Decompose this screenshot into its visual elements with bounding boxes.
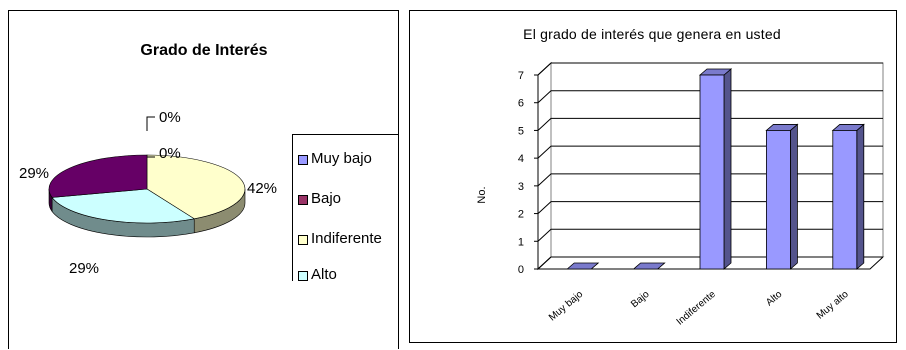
pie-slice-alto [51, 188, 196, 224]
pie-slice-muy-alto [48, 154, 148, 198]
pie-legend: Muy bajo Bajo Indiferente Alto [292, 134, 398, 282]
x-tick-label: Alto [764, 289, 785, 309]
chart-side-wall [537, 61, 552, 271]
x-tick-label: Muy alto [815, 289, 851, 322]
legend-swatch [298, 155, 308, 165]
bar-side [723, 68, 732, 270]
y-tick-label: 3 [518, 181, 524, 193]
y-tick-label: 1 [518, 236, 524, 248]
bar-alto [765, 130, 791, 270]
y-axis-label: No. [476, 186, 488, 203]
pie-chart-title: Grado de Interés [140, 42, 267, 59]
x-tick-label: Muy bajo [547, 289, 585, 324]
bar-side [790, 123, 798, 270]
pie-data-label: 29% [69, 260, 99, 277]
gridline [537, 62, 883, 76]
pie-leader-line [146, 116, 155, 131]
legend-item-muy-bajo: Muy bajo [298, 151, 393, 166]
y-tick-label: 6 [518, 98, 524, 110]
pie-data-label: 42% [247, 180, 277, 197]
legend-label: Muy bajo [311, 150, 372, 167]
bar-top [566, 262, 600, 270]
bar-side [856, 123, 865, 270]
bar-muy-alto [832, 130, 858, 270]
bar-chart-panel: El grado de interés que genera en usted … [409, 10, 897, 343]
y-tick-label: 4 [518, 153, 524, 165]
y-tick-label: 2 [518, 209, 524, 221]
legend-item-alto: Alto [298, 267, 393, 282]
x-tick-label: Indiferente [675, 289, 719, 328]
gridline [537, 90, 883, 104]
legend-swatch [298, 235, 308, 245]
y-tick-label: 7 [518, 70, 524, 82]
bar-top [632, 262, 666, 270]
gridline [537, 117, 883, 131]
y-tick-label: 0 [518, 264, 524, 276]
legend-swatch [298, 195, 308, 205]
pie-data-label: 29% [19, 165, 49, 182]
pie-data-label: 0% [159, 109, 181, 126]
bar-indiferente [699, 74, 725, 270]
pie-slice-indiferente [146, 154, 246, 220]
legend-label: Indiferente [311, 230, 382, 247]
legend-label: Alto [311, 266, 337, 283]
pie-chart-panel: Grado de Interés 0% 0% 42% 29% 29% Muy bajo … [8, 10, 399, 349]
pie-data-label: 0% [159, 145, 181, 162]
x-tick-label: Bajo [629, 289, 652, 311]
legend-item-indiferente: Indiferente [298, 231, 383, 246]
y-tick-label: 5 [518, 125, 524, 137]
legend-label: Bajo [311, 190, 342, 207]
bar-chart-title: El grado de interés que genera en usted [523, 26, 781, 42]
bar-chart: El grado de interés que genera en usted … [476, 26, 885, 328]
legend-item-bajo: Bajo [298, 191, 393, 206]
pie-chart: Grado de Interés 0% 0% 42% 29% 29% [19, 42, 277, 277]
legend-swatch [298, 271, 308, 281]
